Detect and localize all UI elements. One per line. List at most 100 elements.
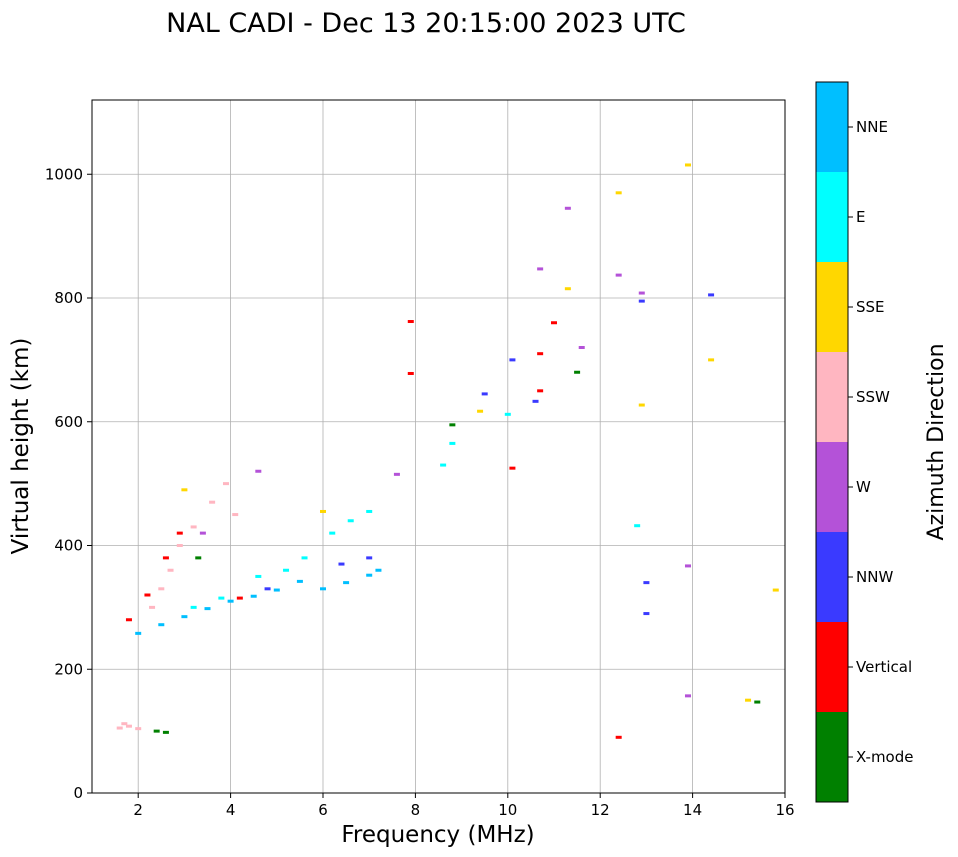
echo-point: [135, 727, 142, 731]
echo-point: [227, 599, 234, 603]
x-tick-label: 4: [226, 801, 236, 819]
echo-point: [564, 206, 571, 210]
colorbar-tick-label: X-mode: [856, 748, 913, 766]
echo-point: [537, 389, 544, 393]
echo-point: [615, 735, 622, 739]
echo-point: [190, 605, 197, 609]
echo-point: [745, 698, 752, 702]
echo-point: [236, 596, 243, 600]
echo-point: [509, 358, 516, 362]
colorbar-segment: [816, 172, 848, 262]
y-tick-label: 400: [54, 537, 83, 555]
echo-point: [158, 587, 165, 591]
echo-point: [125, 724, 132, 728]
echo-point: [222, 482, 229, 486]
echo-point: [329, 531, 336, 535]
y-tick-label: 200: [54, 660, 83, 678]
echo-point: [264, 587, 271, 591]
echo-point: [366, 573, 373, 577]
echo-point: [481, 392, 488, 396]
echo-point: [347, 519, 354, 523]
x-tick-label: 16: [775, 801, 794, 819]
echo-point: [255, 469, 262, 473]
colorbar-segment: [816, 352, 848, 442]
echo-point: [190, 525, 197, 529]
x-axis-label: Frequency (MHz): [341, 822, 534, 848]
colorbar-tick-label: NNW: [856, 568, 893, 586]
echo-point: [149, 605, 156, 609]
colorbar-tick-label: E: [856, 208, 865, 226]
echo-point: [320, 587, 326, 591]
echo-point: [375, 568, 382, 572]
colorbar-tick-label: NNE: [856, 118, 888, 136]
echo-point: [504, 412, 511, 416]
echo-point: [440, 463, 447, 467]
echo-point: [643, 581, 650, 585]
echo-point: [158, 623, 165, 627]
echo-point: [162, 556, 169, 560]
echo-point: [638, 291, 645, 295]
echo-point: [477, 409, 484, 413]
x-tick-label: 10: [498, 801, 517, 819]
echo-point: [564, 287, 571, 291]
echo-point: [407, 371, 414, 375]
echo-point: [209, 500, 216, 504]
echo-point: [638, 299, 645, 303]
echo-point: [255, 574, 262, 578]
echo-point: [181, 615, 188, 619]
echo-point: [176, 531, 183, 535]
echo-point: [250, 594, 257, 598]
echo-point: [162, 730, 169, 734]
echo-point: [273, 588, 280, 592]
colorbar-segment: [816, 712, 848, 802]
echo-point: [125, 618, 132, 622]
echo-point: [343, 581, 350, 585]
echo-point: [366, 509, 373, 513]
echo-point: [181, 488, 188, 492]
echo-point: [708, 293, 715, 297]
colorbar-segment: [816, 262, 848, 352]
colorbar-frame: [815, 81, 849, 803]
echo-point: [204, 607, 211, 611]
echo-point: [532, 399, 539, 403]
x-tick-label: 12: [591, 801, 610, 819]
echo-point: [509, 466, 516, 470]
echo-point: [393, 472, 400, 476]
echo-point: [283, 568, 290, 572]
echo-point: [338, 562, 345, 566]
echo-point: [537, 267, 544, 271]
echo-point: [366, 556, 373, 560]
echo-point: [301, 556, 308, 560]
echo-point: [218, 596, 225, 600]
echo-point: [232, 513, 239, 517]
y-tick-label: 800: [54, 289, 83, 307]
echo-point: [684, 564, 691, 568]
echo-point: [574, 370, 581, 374]
echo-point: [449, 423, 456, 427]
echo-point: [537, 352, 544, 356]
echo-point: [615, 273, 622, 277]
echo-point: [708, 358, 715, 362]
echo-point: [144, 593, 151, 597]
chart-title: NAL CADI - Dec 13 20:15:00 2023 UTC: [166, 8, 686, 39]
echo-point: [296, 579, 303, 583]
data-points: [116, 163, 779, 739]
colorbar-tick-label: Vertical: [856, 658, 912, 676]
x-tick-label: 6: [318, 801, 328, 819]
echo-point: [638, 403, 645, 407]
echo-point: [199, 531, 206, 535]
colorbar-tick-label: W: [856, 478, 871, 496]
echo-point: [578, 346, 585, 349]
colorbar-tick-label: SSE: [856, 298, 885, 316]
echo-point: [167, 568, 174, 572]
echo-point: [121, 722, 128, 726]
echo-point: [116, 726, 123, 730]
colorbar-segment: [816, 532, 848, 622]
colorbar-label: Azimuth Direction: [924, 343, 949, 540]
echo-point: [684, 694, 691, 698]
x-tick-label: 14: [683, 801, 702, 819]
colorbar-segment: [816, 442, 848, 532]
echo-point: [643, 612, 650, 616]
echo-point: [195, 556, 202, 560]
